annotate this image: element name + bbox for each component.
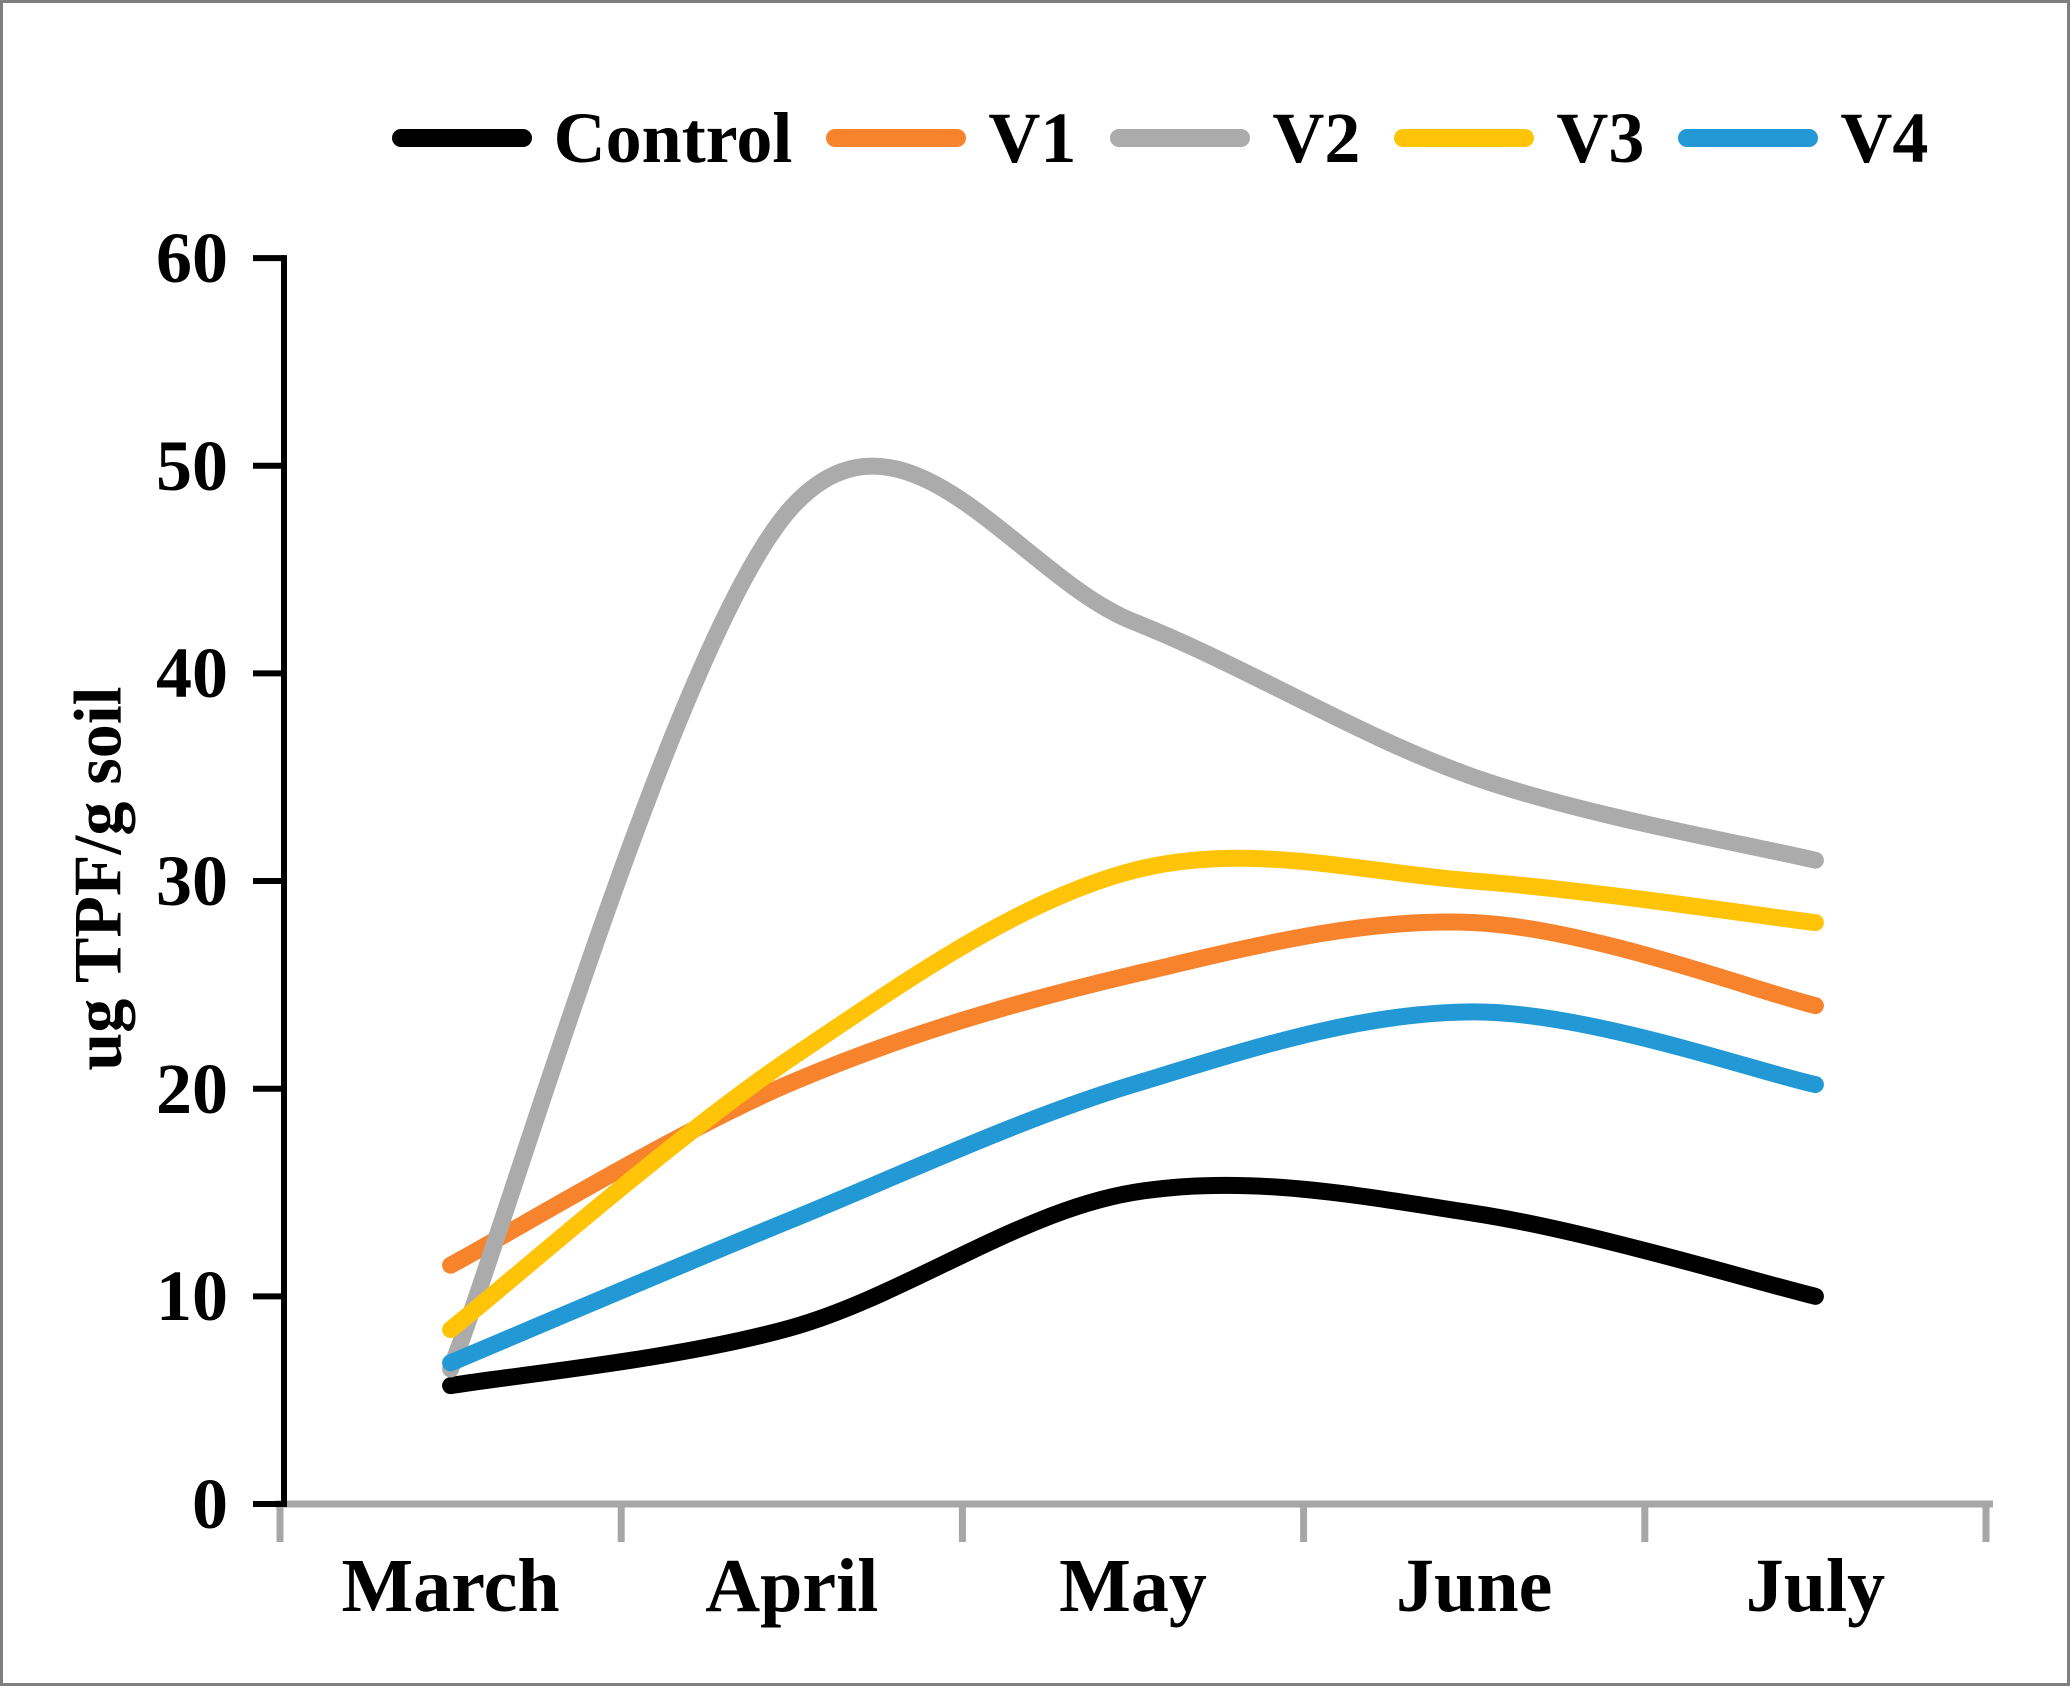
y-axis-tick-label: 50 bbox=[156, 425, 228, 506]
series-line-v1 bbox=[442, 913, 1824, 1274]
x-axis-tick-label: July bbox=[1745, 1544, 1886, 1628]
legend-line-swatch-control bbox=[391, 129, 532, 147]
y-axis-tick-label: 20 bbox=[156, 1048, 228, 1129]
legend-label: V3 bbox=[1556, 98, 1645, 178]
legend-line-swatch-v2 bbox=[1110, 129, 1251, 147]
chart-legend: Control V1 V2 V3 V4 bbox=[3, 98, 2067, 178]
legend-label: V2 bbox=[1272, 98, 1361, 178]
series-line-v4 bbox=[442, 1003, 1824, 1372]
x-axis-tick-label: April bbox=[705, 1544, 879, 1628]
y-axis-tick-label: 0 bbox=[192, 1464, 228, 1544]
y-axis-tick-label: 10 bbox=[156, 1256, 228, 1337]
legend-line-swatch-v4 bbox=[1678, 129, 1819, 147]
legend-item-v2: V2 bbox=[1110, 102, 1360, 174]
y-axis-tick-label: 40 bbox=[156, 633, 228, 714]
legend-line-swatch-v3 bbox=[1394, 129, 1535, 147]
y-axis-tick-label: 30 bbox=[156, 841, 228, 922]
series-line-v3 bbox=[442, 849, 1824, 1339]
legend-item-v3: V3 bbox=[1394, 102, 1644, 174]
x-axis-tick-label: May bbox=[1059, 1544, 1207, 1628]
legend-item-v1: V1 bbox=[826, 102, 1076, 174]
legend-label: Control bbox=[553, 98, 793, 178]
legend-item-control: Control bbox=[391, 98, 793, 178]
series-line-control bbox=[442, 1176, 1824, 1395]
y-axis-tick-label: 60 bbox=[156, 218, 228, 299]
legend-line-swatch-v1 bbox=[826, 129, 967, 147]
legend-item-v4: V4 bbox=[1678, 102, 1928, 174]
legend-label: V4 bbox=[1840, 98, 1929, 178]
legend-label: V1 bbox=[988, 98, 1077, 178]
x-axis-tick-label: June bbox=[1396, 1544, 1553, 1628]
x-axis-tick-label: March bbox=[341, 1544, 560, 1628]
series-line-v2 bbox=[442, 457, 1824, 1378]
line-chart-canvas bbox=[253, 255, 1993, 1542]
